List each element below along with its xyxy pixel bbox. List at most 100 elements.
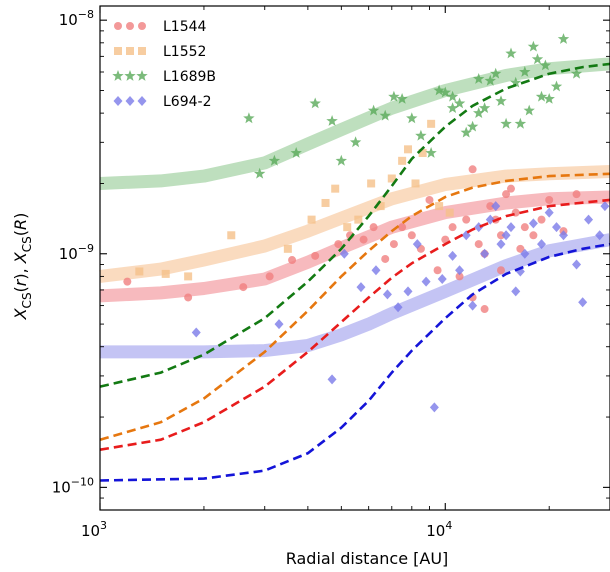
data-point-l1552 [184, 272, 193, 281]
data-point-l1689b [550, 80, 563, 92]
data-point-l694-2 [496, 239, 506, 250]
data-point-l1689b [500, 117, 512, 129]
data-point-l1544 [516, 244, 525, 253]
plot-frame [99, 5, 610, 511]
data-point-l1689b [466, 120, 479, 132]
data-point-l1544 [468, 165, 477, 174]
data-point-l694-2 [382, 289, 392, 300]
data-point-l1544 [520, 223, 529, 232]
data-point-l694-2 [558, 230, 568, 241]
data-point-l1544 [545, 195, 554, 204]
data-point-l1552 [404, 145, 413, 154]
data-point-l1544 [486, 202, 495, 211]
data-point-l1552 [161, 269, 170, 278]
data-point-l694-2 [455, 265, 465, 276]
data-point-l1689b [446, 102, 459, 113]
data-point-l694-2 [274, 319, 284, 330]
data-point-l694-2 [474, 222, 484, 233]
data-point-l1689b [326, 115, 338, 126]
legend-marker-l1544 [114, 22, 122, 30]
legend-marker-l1544 [138, 22, 146, 30]
data-point-l1544 [448, 223, 457, 232]
dashed-l1689b [99, 62, 610, 388]
data-point-l1544 [480, 305, 489, 314]
legend-label-l694-2: L694-2 [163, 94, 211, 110]
data-point-l694-2 [403, 286, 413, 297]
data-point-l1544 [381, 254, 390, 263]
data-point-l1544 [184, 293, 193, 302]
data-point-l1544 [496, 266, 505, 275]
data-point-l1689b [388, 90, 400, 102]
data-point-l1689b [473, 107, 485, 118]
data-point-l1552 [387, 174, 396, 183]
band-l1552 [99, 165, 610, 283]
data-point-l1689b [453, 97, 466, 109]
legend-marker-l694-2 [125, 96, 135, 106]
data-point-l1552 [398, 156, 407, 165]
data-point-l694-2 [393, 302, 403, 313]
legend-label-l1544: L1544 [163, 19, 207, 35]
data-point-l1544 [407, 231, 416, 240]
data-point-l1552 [321, 198, 330, 207]
data-point-l1552 [376, 202, 385, 211]
data-point-l1544 [265, 272, 274, 281]
data-point-l1552 [418, 149, 427, 158]
legend-marker-l1689b [136, 70, 148, 81]
data-point-l694-2 [600, 201, 610, 212]
data-point-l1689b [570, 67, 583, 79]
y-tick-label: 10−8 [59, 8, 94, 29]
data-point-l1552 [354, 215, 363, 224]
data-point-l1689b [396, 93, 408, 104]
band-l694-2 [100, 233, 610, 359]
legend-label-l1552: L1552 [163, 44, 206, 60]
data-point-l1544 [123, 277, 132, 286]
data-point-l1552 [307, 215, 316, 224]
data-point-l1689b [495, 95, 507, 106]
data-point-l1544 [239, 283, 248, 292]
x-axis-label: Radial distance [AU] [286, 549, 449, 568]
data-point-l1689b [349, 136, 362, 148]
data-point-l694-2 [468, 300, 478, 311]
data-point-l1544 [506, 184, 515, 193]
data-point-l694-2 [572, 259, 582, 270]
data-point-l1689b [268, 154, 281, 166]
x-tick-label: 104 [426, 519, 452, 540]
data-point-l1689b [290, 147, 302, 158]
data-point-l1689b [406, 112, 418, 124]
data-point-l694-2 [537, 239, 547, 250]
data-point-l1689b [253, 167, 266, 179]
data-point-l694-2 [429, 402, 439, 413]
legend-marker-l1544 [126, 22, 134, 30]
data-point-l1544 [455, 272, 464, 281]
data-point-l1552 [135, 267, 144, 276]
data-point-l1552 [331, 184, 340, 193]
legend-marker-l1552 [126, 47, 134, 55]
data-point-l1689b [539, 59, 552, 71]
data-point-l1552 [427, 119, 436, 128]
data-point-l694-2 [528, 218, 538, 229]
data-point-l1689b [484, 74, 496, 86]
data-point-l1544 [334, 240, 343, 249]
legend-marker-l1552 [138, 47, 146, 55]
band-l1689b [99, 57, 610, 190]
data-point-l1689b [523, 104, 535, 116]
data-point-l1552 [445, 208, 454, 217]
data-point-l1544 [389, 240, 398, 249]
legend-marker-l694-2 [137, 96, 147, 106]
data-point-l694-2 [371, 265, 381, 276]
data-point-l1689b [335, 154, 347, 166]
dashed-l694-2 [99, 242, 610, 482]
data-point-l1544 [359, 235, 368, 244]
data-point-l1689b [425, 147, 437, 158]
data-point-l1544 [288, 256, 297, 265]
data-point-l1689b [505, 47, 517, 59]
data-point-l1689b [531, 53, 544, 65]
data-point-l694-2 [485, 214, 495, 225]
data-point-l1689b [379, 109, 391, 121]
data-point-l1544 [572, 190, 581, 199]
legend-marker-l694-2 [113, 96, 123, 106]
data-point-l694-2 [506, 222, 516, 233]
data-point-l1544 [433, 266, 442, 275]
data-point-l1544 [529, 231, 538, 240]
data-point-l1544 [398, 223, 407, 232]
